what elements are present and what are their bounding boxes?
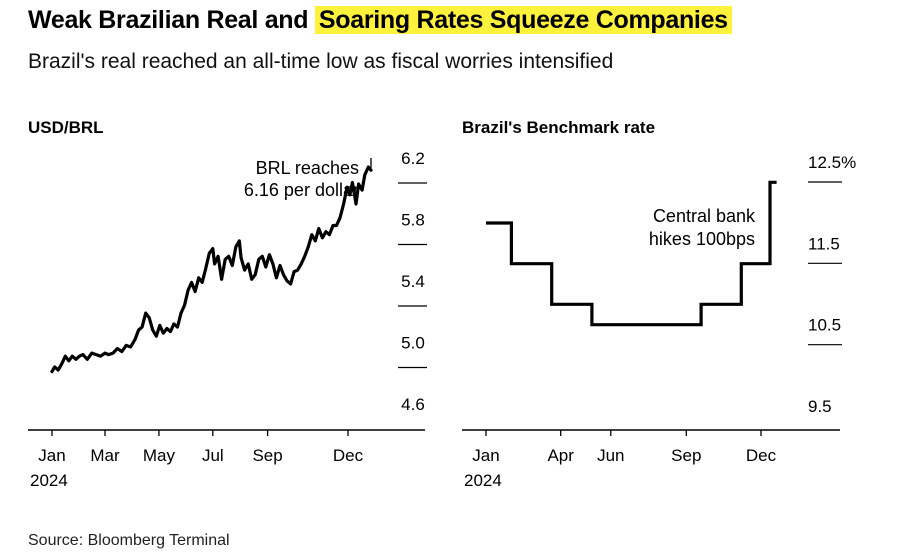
title-plain: Weak Brazilian Real and	[28, 6, 315, 34]
y-tick-label-left: 5.8	[401, 211, 425, 230]
x-tick-label-right: Dec	[746, 446, 777, 465]
x-tick-label-left: Mar	[90, 446, 120, 465]
x-tick-label-left: Sep	[252, 446, 282, 465]
x-tick-label-left: Jan	[38, 446, 65, 465]
series-line-usd-brl	[50, 165, 373, 374]
y-tick-label-left: 4.6	[401, 395, 425, 414]
x-tick-label-right-year: 2024	[464, 471, 502, 490]
annotation-label-right: hikes 100bps	[649, 229, 755, 249]
y-tick-label-right: 10.5	[808, 316, 841, 335]
x-tick-label-left: Dec	[333, 446, 364, 465]
x-tick-label-right: Jan	[472, 446, 499, 465]
x-tick-label-right: Jun	[597, 446, 624, 465]
y-tick-label-right: 11.5	[808, 234, 840, 253]
title-highlight: Soaring Rates Squeeze Companies	[314, 6, 732, 34]
x-tick-label-left: May	[143, 446, 176, 465]
annotation-label-left: BRL reaches	[256, 158, 359, 178]
y-tick-label-left: 5.4	[401, 272, 425, 291]
left-panel-title: USD/BRL	[28, 118, 104, 137]
y-tick-label-left: 5.0	[401, 334, 425, 353]
y-tick-label-right: 12.5%	[808, 153, 856, 172]
x-tick-label-left-year: 2024	[30, 471, 68, 490]
x-tick-label-left: Jul	[202, 446, 224, 465]
chart-subtitle: Brazil's real reached an all-time low as…	[28, 50, 614, 73]
y-tick-label-left: 6.2	[401, 149, 425, 168]
source-note: Source: Bloomberg Terminal	[28, 532, 230, 549]
series-step-benchmark-rate	[486, 180, 777, 327]
x-tick-label-right: Sep	[671, 446, 701, 465]
x-tick-label-right: Apr	[547, 446, 574, 465]
right-panel-title: Brazil's Benchmark rate	[462, 118, 656, 137]
y-tick-label-right: 9.5	[808, 397, 832, 416]
chart-title: Weak Brazilian Real and Soaring Rates Sq…	[28, 6, 732, 35]
annotation-label-right: Central bank	[653, 206, 756, 226]
annotation-label-left: 6.16 per dollar	[244, 180, 359, 200]
